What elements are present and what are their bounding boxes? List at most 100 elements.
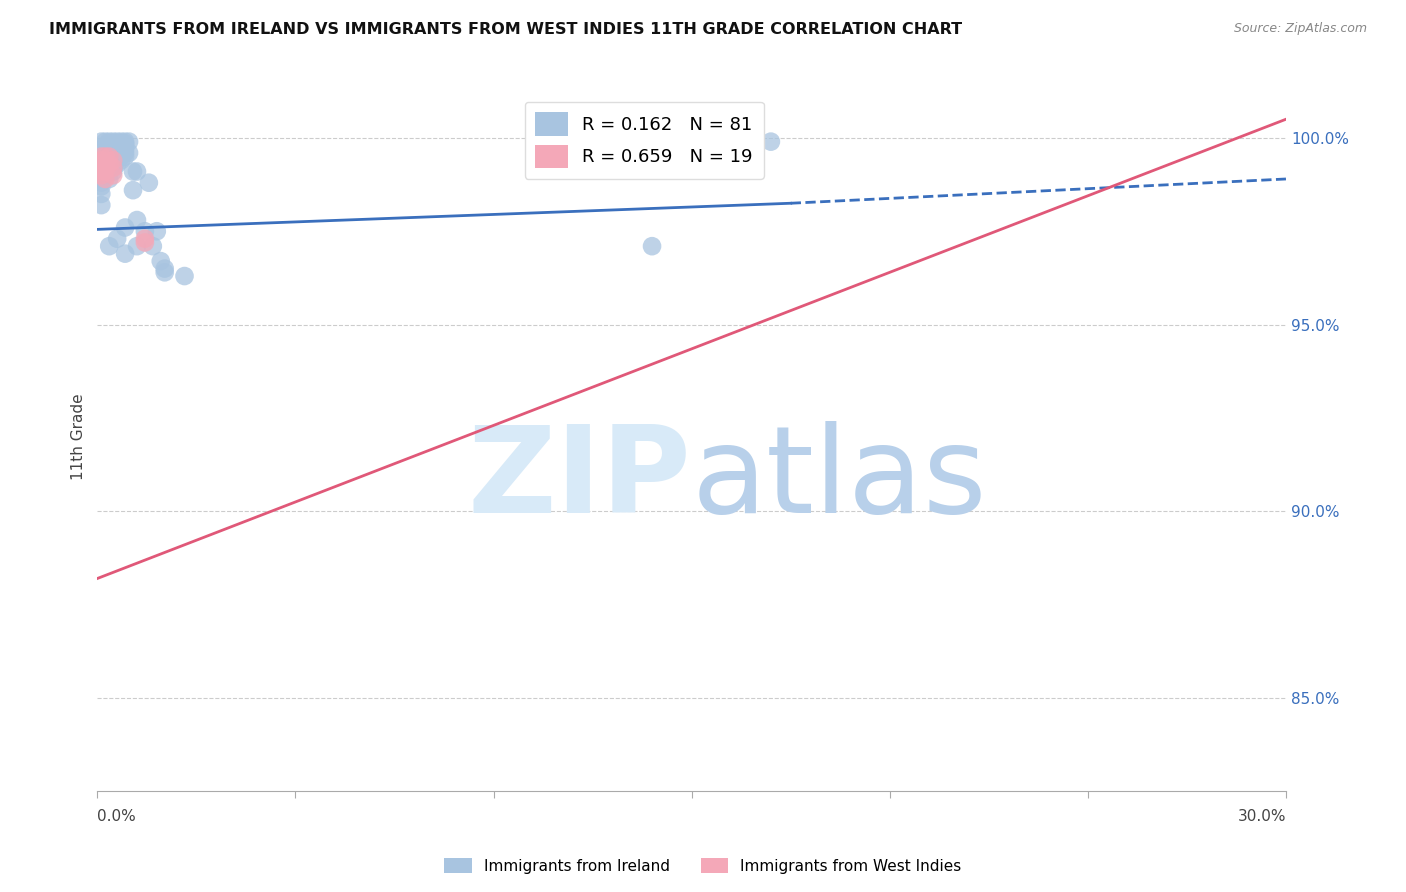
Point (90, 176, 112, 190)
Point (98, 135, 121, 149)
Point (103, 145, 125, 160)
Point (98, 145, 121, 160)
Point (90, 168, 112, 182)
Point (90, 153, 112, 168)
Text: ZIP: ZIP (468, 421, 692, 538)
Point (98, 157, 121, 171)
Point (90, 135, 112, 149)
Point (125, 213, 148, 227)
Point (114, 138, 136, 153)
Point (94, 161, 117, 175)
Point (98, 150, 121, 164)
Point (103, 161, 125, 175)
Point (114, 142, 136, 156)
Point (122, 183, 145, 197)
Point (105, 150, 128, 164)
Point (142, 239, 165, 253)
Point (146, 224, 169, 238)
Point (94, 168, 117, 182)
Point (103, 138, 125, 153)
Point (114, 145, 136, 160)
Point (134, 232, 156, 246)
Point (103, 135, 125, 149)
Point (98, 172, 121, 186)
Point (98, 142, 121, 156)
Point (114, 220, 136, 235)
Text: IMMIGRANTS FROM IRELAND VS IMMIGRANTS FROM WEST INDIES 11TH GRADE CORRELATION CH: IMMIGRANTS FROM IRELAND VS IMMIGRANTS FR… (49, 22, 962, 37)
Point (90, 157, 112, 171)
Point (94, 135, 117, 149)
Point (94, 138, 117, 153)
Point (700, 142, 723, 156)
Point (134, 224, 156, 238)
Point (105, 136, 128, 151)
Point (94, 157, 117, 171)
Point (98, 161, 121, 175)
Point (90, 150, 112, 164)
Point (94, 150, 117, 164)
Point (94, 172, 117, 186)
Point (103, 153, 125, 168)
Point (103, 164, 125, 178)
Point (90, 153, 112, 168)
Point (118, 135, 141, 149)
Point (700, 131, 723, 145)
Point (110, 145, 132, 160)
Point (105, 135, 128, 149)
Point (105, 142, 128, 156)
Point (103, 150, 125, 164)
Point (90, 198, 112, 212)
Point (90, 157, 112, 171)
Point (103, 153, 125, 168)
Point (153, 261, 176, 276)
Point (114, 135, 136, 149)
Point (98, 157, 121, 171)
Legend: Immigrants from Ireland, Immigrants from West Indies: Immigrants from Ireland, Immigrants from… (439, 852, 967, 880)
Point (118, 145, 141, 160)
Point (90, 164, 112, 178)
Point (125, 239, 148, 253)
Point (98, 239, 121, 253)
Text: 0.0%: 0.0% (97, 809, 136, 824)
Y-axis label: 11th Grade: 11th Grade (72, 393, 86, 480)
Point (641, 239, 664, 253)
Text: atlas: atlas (692, 421, 987, 538)
Point (114, 150, 136, 164)
Text: Source: ZipAtlas.com: Source: ZipAtlas.com (1233, 22, 1367, 36)
Point (110, 136, 132, 151)
Point (103, 157, 125, 171)
Point (94, 157, 117, 171)
Legend: R = 0.162   N = 81, R = 0.659   N = 19: R = 0.162 N = 81, R = 0.659 N = 19 (524, 102, 763, 178)
Point (105, 153, 128, 168)
Point (90, 172, 112, 186)
Point (173, 268, 195, 283)
Point (105, 232, 128, 246)
Point (105, 138, 128, 153)
Point (105, 145, 128, 160)
Point (90, 179, 112, 194)
Point (98, 153, 121, 168)
Point (103, 161, 125, 175)
Point (138, 176, 160, 190)
Point (94, 150, 117, 164)
Point (122, 164, 145, 178)
Point (153, 265, 176, 279)
Point (114, 136, 136, 151)
Point (114, 246, 136, 260)
Point (94, 153, 117, 168)
Point (134, 235, 156, 250)
Point (105, 157, 128, 171)
Point (759, 135, 782, 149)
Point (149, 254, 172, 268)
Point (94, 161, 117, 175)
Point (90, 186, 112, 201)
Point (90, 164, 112, 178)
Point (125, 164, 148, 178)
Point (90, 168, 112, 182)
Text: 30.0%: 30.0% (1237, 809, 1286, 824)
Point (103, 142, 125, 156)
Point (94, 164, 117, 178)
Point (110, 142, 132, 156)
Point (98, 138, 121, 153)
Point (110, 138, 132, 153)
